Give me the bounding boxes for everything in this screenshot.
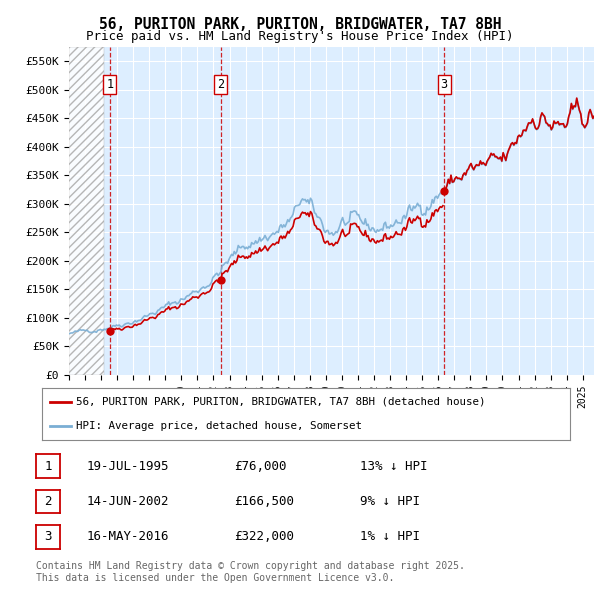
Text: 56, PURITON PARK, PURITON, BRIDGWATER, TA7 8BH (detached house): 56, PURITON PARK, PURITON, BRIDGWATER, T… [76, 396, 486, 407]
Text: 1% ↓ HPI: 1% ↓ HPI [360, 530, 420, 543]
Text: 56, PURITON PARK, PURITON, BRIDGWATER, TA7 8BH: 56, PURITON PARK, PURITON, BRIDGWATER, T… [99, 17, 501, 32]
Text: 2: 2 [217, 78, 224, 91]
Text: 2: 2 [44, 495, 52, 508]
Text: Contains HM Land Registry data © Crown copyright and database right 2025.
This d: Contains HM Land Registry data © Crown c… [36, 561, 465, 583]
Text: HPI: Average price, detached house, Somerset: HPI: Average price, detached house, Some… [76, 421, 362, 431]
Text: £76,000: £76,000 [234, 460, 287, 473]
Text: 9% ↓ HPI: 9% ↓ HPI [360, 495, 420, 508]
Bar [69, 47, 104, 375]
Text: 19-JUL-1995: 19-JUL-1995 [87, 460, 170, 473]
Text: 1: 1 [106, 78, 113, 91]
Text: 16-MAY-2016: 16-MAY-2016 [87, 530, 170, 543]
Text: £322,000: £322,000 [234, 530, 294, 543]
Text: 13% ↓ HPI: 13% ↓ HPI [360, 460, 427, 473]
Text: 1: 1 [44, 460, 52, 473]
Text: Price paid vs. HM Land Registry's House Price Index (HPI): Price paid vs. HM Land Registry's House … [86, 30, 514, 43]
Text: £166,500: £166,500 [234, 495, 294, 508]
Text: 3: 3 [440, 78, 448, 91]
Text: 3: 3 [44, 530, 52, 543]
Text: 14-JUN-2002: 14-JUN-2002 [87, 495, 170, 508]
